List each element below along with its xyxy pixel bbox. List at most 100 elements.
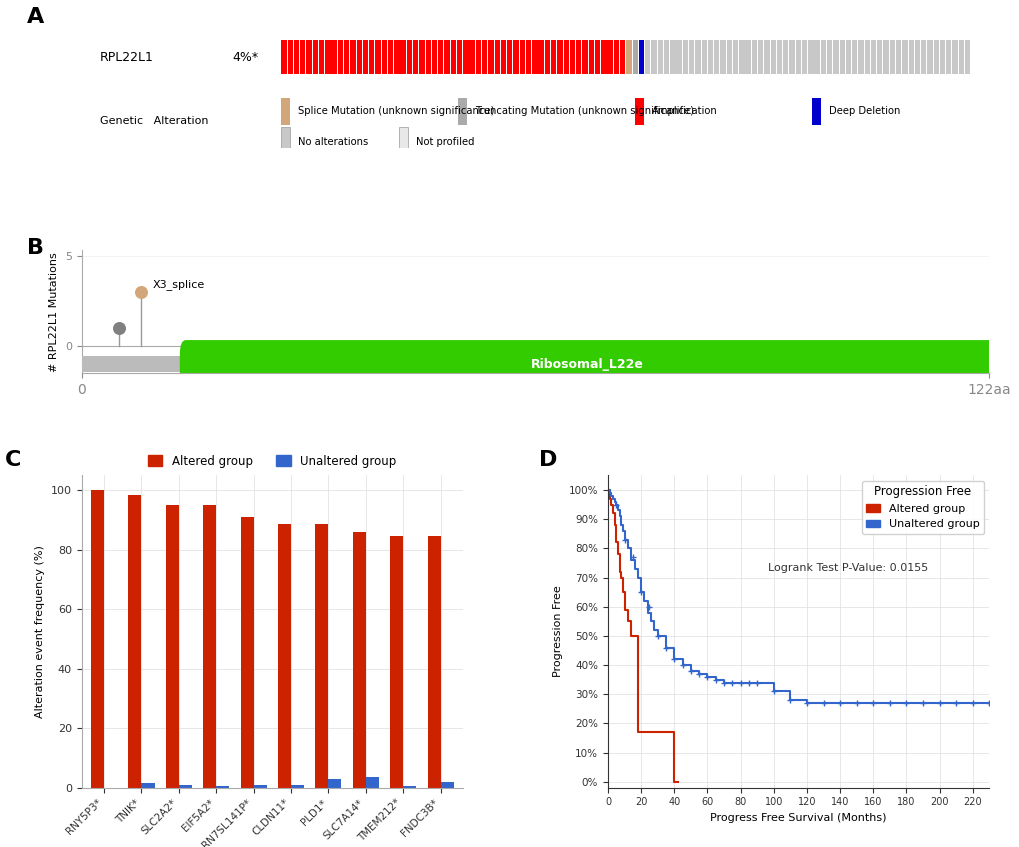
Bar: [600, 40, 606, 75]
Point: [880, 696, 897, 710]
Point: [633, 585, 649, 599]
Bar: [400, 40, 406, 75]
Bar: [882, 40, 888, 75]
Bar: [713, 40, 718, 75]
Bar: [757, 40, 762, 75]
Y-axis label: Alteration event frequency (%): Alteration event frequency (%): [36, 545, 45, 718]
Point: [732, 676, 748, 689]
Bar: [733, 40, 738, 75]
Bar: [319, 40, 324, 75]
Bar: [532, 40, 537, 75]
Bar: [688, 40, 694, 75]
Bar: [570, 40, 575, 75]
Bar: [293, 40, 299, 75]
Bar: [938, 40, 945, 75]
Bar: [142, 783, 154, 788]
Bar: [701, 40, 706, 75]
X-axis label: Progress Free Survival (Months): Progress Free Survival (Months): [710, 813, 887, 823]
Bar: [952, 40, 957, 75]
Bar: [506, 40, 512, 75]
Bar: [538, 40, 543, 75]
Bar: [431, 40, 437, 75]
Bar: [926, 40, 931, 75]
Bar: [576, 40, 581, 75]
Bar: [331, 40, 336, 75]
Bar: [300, 40, 305, 75]
Bar: [920, 40, 925, 75]
Bar: [458, 97, 467, 125]
Text: A: A: [28, 7, 45, 27]
Point: [947, 696, 963, 710]
Point: [848, 696, 864, 710]
Bar: [254, 784, 266, 788]
Bar: [425, 40, 430, 75]
Bar: [833, 40, 838, 75]
Bar: [895, 40, 901, 75]
Bar: [813, 40, 819, 75]
Bar: [444, 40, 449, 75]
Point: [980, 696, 997, 710]
Bar: [914, 40, 919, 75]
Bar: [889, 40, 894, 75]
Bar: [287, 40, 292, 75]
Bar: [657, 40, 662, 75]
Bar: [626, 40, 631, 75]
Bar: [399, 127, 408, 154]
Point: [782, 694, 798, 707]
Bar: [946, 40, 951, 75]
Bar: [203, 505, 216, 788]
Bar: [450, 40, 455, 75]
Y-axis label: Progression Free: Progression Free: [552, 585, 562, 678]
Point: [607, 498, 624, 512]
Bar: [763, 40, 769, 75]
Bar: [550, 40, 555, 75]
Bar: [556, 40, 562, 75]
Point: [682, 664, 698, 678]
Bar: [620, 40, 625, 75]
Point: [914, 696, 930, 710]
Bar: [440, 782, 453, 788]
Bar: [964, 40, 969, 75]
Bar: [663, 40, 668, 75]
Bar: [315, 524, 328, 788]
Bar: [366, 778, 378, 788]
Point: [132, 285, 149, 299]
Point: [690, 667, 706, 681]
Bar: [801, 40, 806, 75]
Bar: [281, 97, 290, 125]
Text: No alterations: No alterations: [298, 137, 368, 147]
Bar: [932, 40, 938, 75]
Text: B: B: [28, 238, 44, 258]
Legend: Altered group, Unaltered group: Altered group, Unaltered group: [144, 450, 400, 473]
Bar: [369, 40, 374, 75]
Point: [641, 600, 657, 613]
Bar: [389, 536, 403, 788]
Text: Splice Mutation (unknown significance): Splice Mutation (unknown significance): [298, 107, 493, 116]
Bar: [795, 40, 800, 75]
Bar: [651, 40, 656, 75]
Bar: [240, 517, 254, 788]
Bar: [745, 40, 750, 75]
Bar: [482, 40, 487, 75]
Point: [765, 684, 782, 698]
Bar: [726, 40, 732, 75]
Bar: [682, 40, 688, 75]
Text: Ribosomal_L22e: Ribosomal_L22e: [531, 357, 643, 371]
Point: [674, 658, 690, 672]
Bar: [607, 40, 612, 75]
Bar: [669, 40, 675, 75]
Bar: [353, 532, 366, 788]
Bar: [393, 40, 399, 75]
Bar: [469, 40, 474, 75]
Bar: [128, 495, 142, 788]
Bar: [613, 40, 619, 75]
Bar: [375, 40, 380, 75]
Bar: [328, 778, 341, 788]
Bar: [325, 40, 330, 75]
Point: [748, 676, 764, 689]
Bar: [811, 97, 820, 125]
Text: X3_splice: X3_splice: [152, 280, 205, 290]
Text: Amplification: Amplification: [651, 107, 716, 116]
Text: Not profiled: Not profiled: [416, 137, 474, 147]
Bar: [413, 40, 418, 75]
